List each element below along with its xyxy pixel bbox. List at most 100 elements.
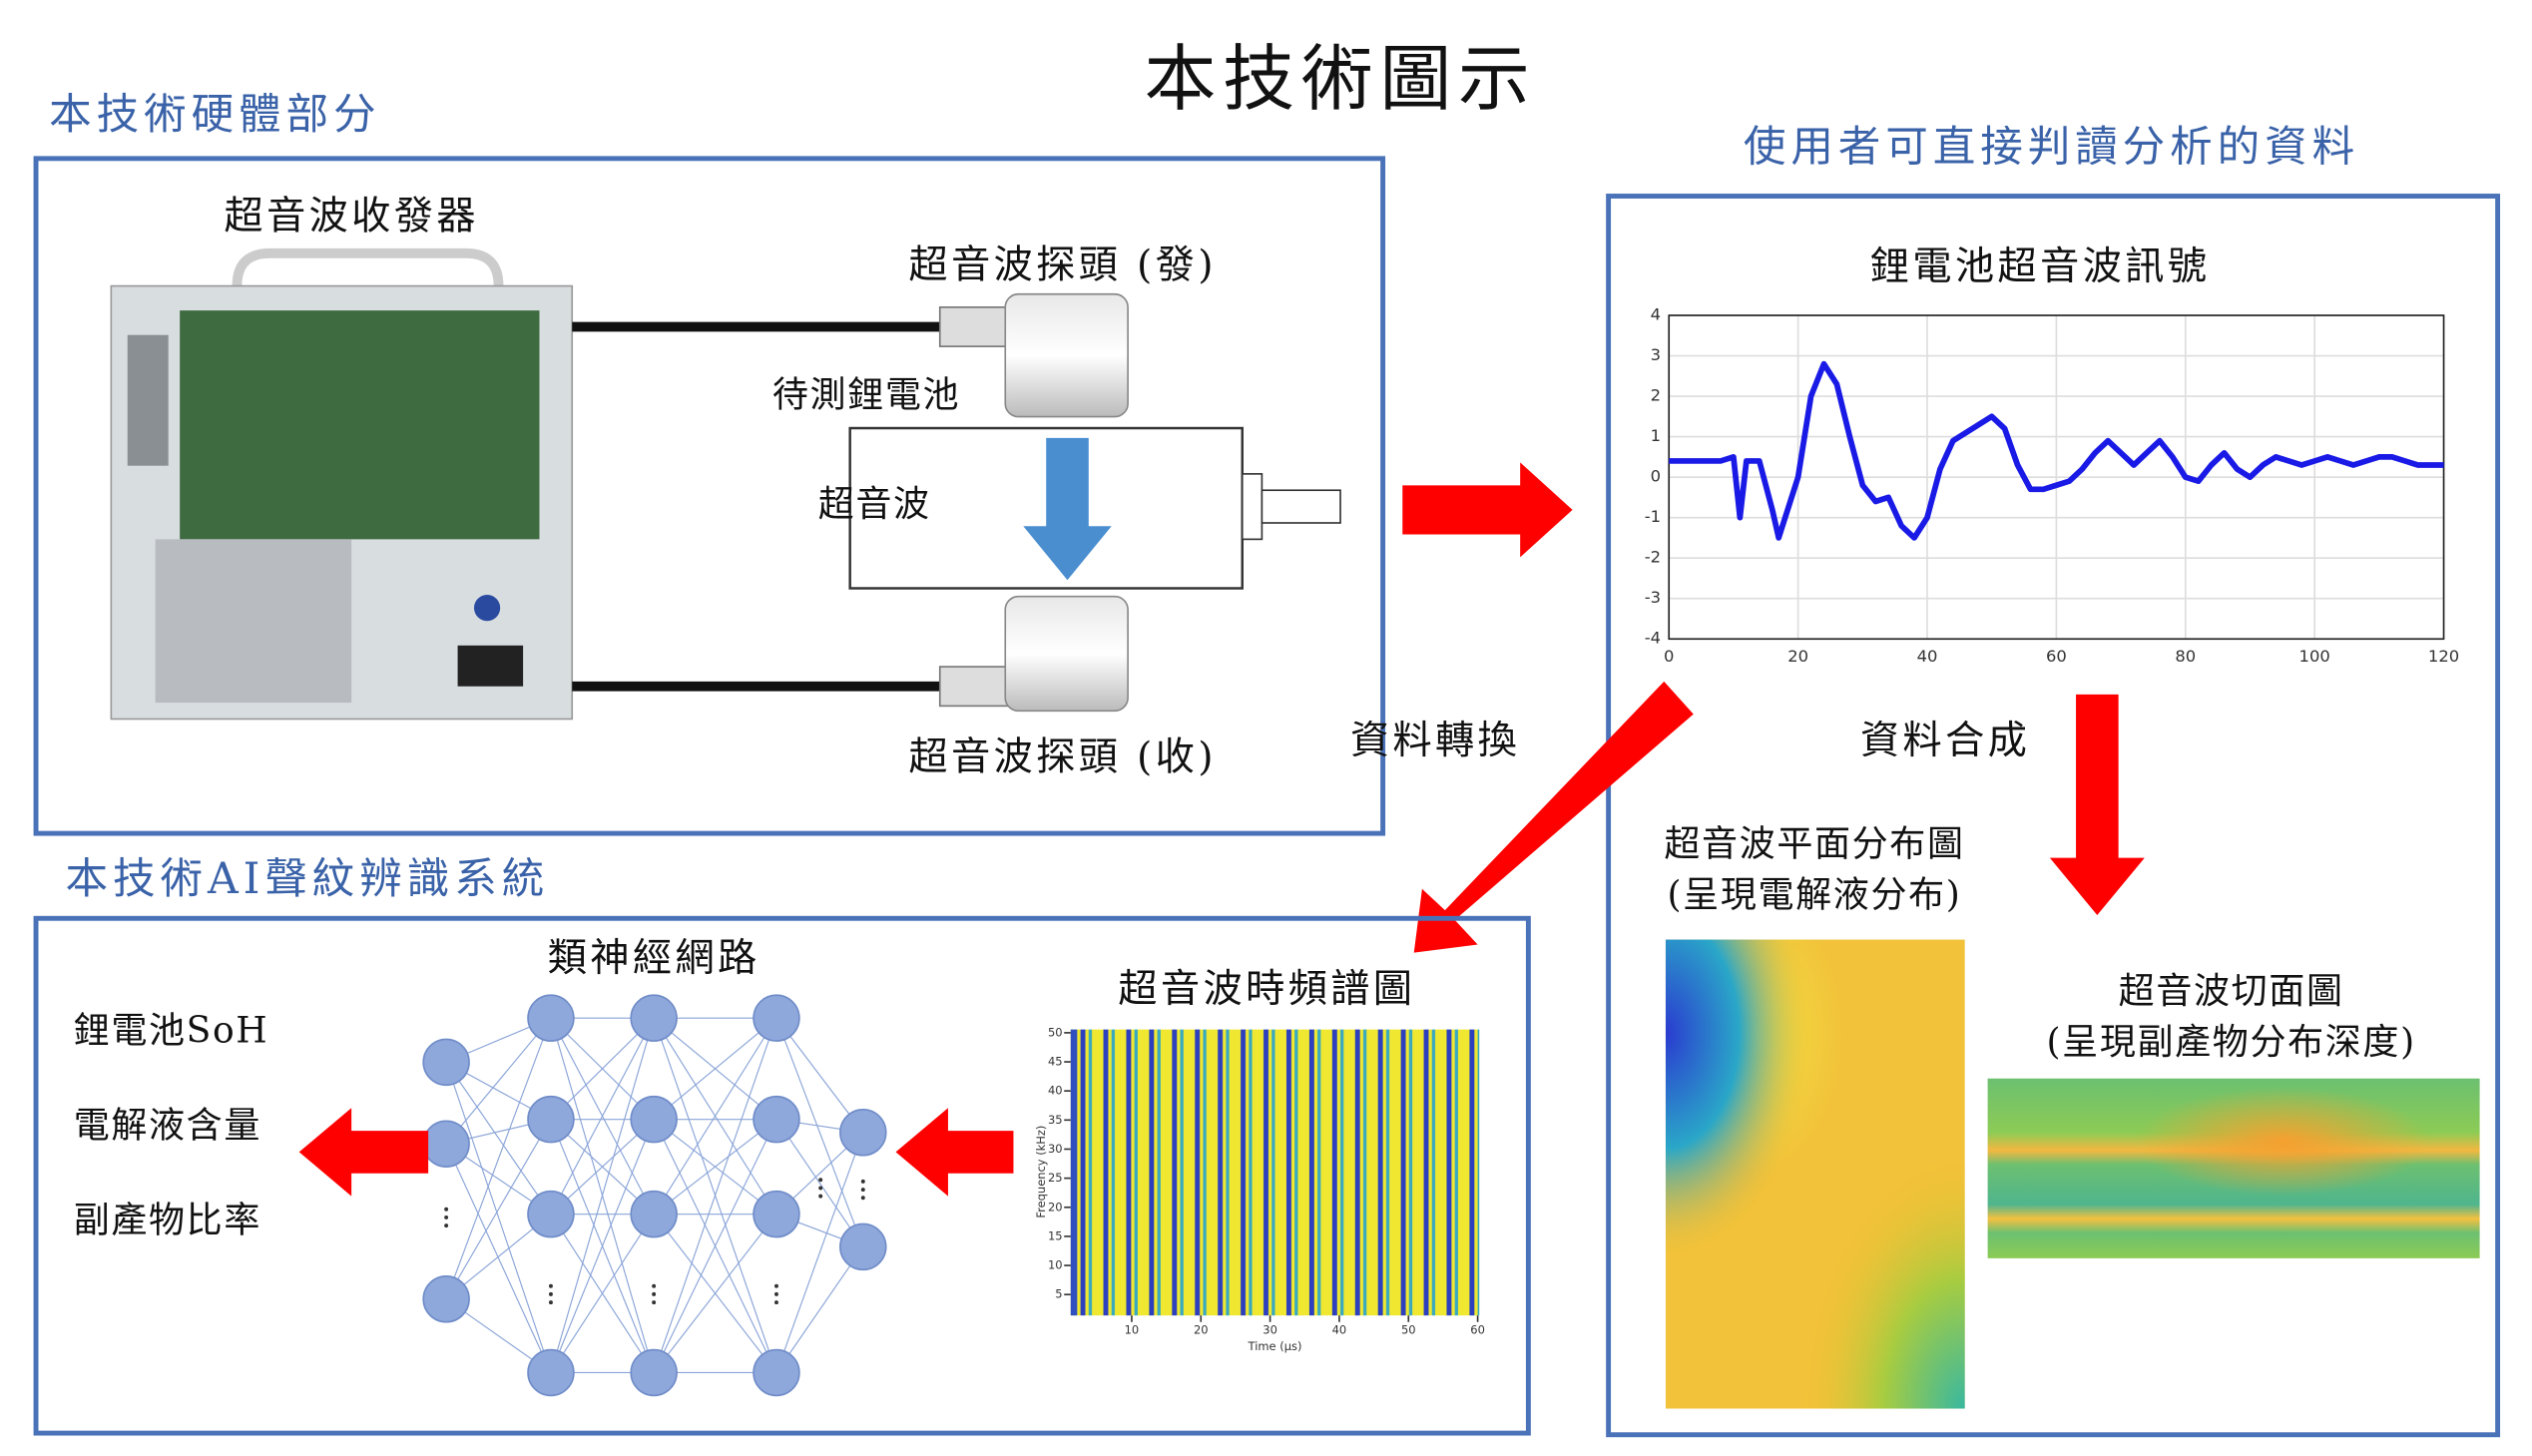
neuron — [422, 1275, 470, 1323]
y-tick-label: 15 — [1048, 1228, 1063, 1242]
battery-terminal — [1261, 489, 1341, 524]
connection — [653, 1017, 777, 1121]
plane-map — [1665, 939, 1965, 1409]
connection — [445, 1062, 552, 1373]
y-tick-label: 10 — [1048, 1258, 1063, 1272]
x-tick-label: 100 — [2299, 647, 2330, 666]
x-tick-label: 80 — [2175, 647, 2196, 666]
y-tick-label: 30 — [1048, 1142, 1063, 1156]
ellipsis-dot — [818, 1186, 823, 1191]
connection — [445, 1017, 552, 1300]
label: 超音波平面分布圖 — [1664, 824, 1964, 865]
section-heading: 本技術AI聲紋辨識系統 — [66, 854, 550, 904]
connection — [550, 1213, 655, 1373]
y-tick-label: -4 — [1645, 629, 1661, 648]
section-heading: 本技術硬體部分 — [49, 90, 380, 140]
y-tick-label: -2 — [1645, 548, 1661, 567]
label: 超音波 — [818, 484, 931, 525]
neuron — [527, 1348, 575, 1397]
section-map — [1987, 1078, 2480, 1258]
connection — [550, 1017, 655, 1214]
connection — [653, 1017, 777, 1373]
arrow — [2049, 694, 2145, 915]
neuron — [753, 1348, 800, 1397]
neuron — [753, 1190, 800, 1238]
x-tick-label: 60 — [2046, 647, 2067, 666]
ellipsis-dot — [774, 1291, 778, 1296]
x-tick-label: 10 — [1125, 1322, 1140, 1336]
ellipsis-dot — [652, 1291, 657, 1296]
chart-title: 超音波時頻譜圖 — [1118, 967, 1415, 1012]
y-axis-label: Frequency (kHz) — [1034, 1126, 1048, 1218]
output-label: 電解液含量 — [74, 1105, 261, 1146]
connection — [445, 1017, 552, 1145]
label: 超音波收發器 — [224, 194, 478, 239]
ellipsis-dot — [652, 1300, 657, 1305]
probe-bottom — [938, 595, 1129, 713]
neuron — [422, 1038, 470, 1087]
y-tick-label: 3 — [1651, 345, 1661, 364]
ellipsis-dot — [818, 1194, 823, 1199]
arrow — [895, 1108, 1014, 1197]
ellipsis-dot — [818, 1178, 823, 1183]
connection — [550, 1017, 655, 1373]
chart-title: 鋰電池超音波訊號 — [1870, 244, 2211, 289]
label: 超音波探頭 (發) — [908, 243, 1216, 288]
x-tick-label: 50 — [1401, 1322, 1416, 1336]
x-axis-label: Time (μs) — [1248, 1339, 1302, 1353]
neuron — [839, 1109, 887, 1157]
y-tick-label: -1 — [1645, 507, 1661, 526]
x-tick-label: 30 — [1263, 1322, 1277, 1336]
x-tick-label: 20 — [1194, 1322, 1209, 1336]
y-tick-label: -3 — [1645, 588, 1661, 607]
connection — [550, 1017, 655, 1121]
neuron — [630, 1348, 678, 1397]
signal-line — [1669, 360, 2444, 541]
output-box — [1606, 194, 2501, 1438]
y-tick-label: 25 — [1048, 1171, 1063, 1185]
neuron — [630, 1095, 678, 1144]
spectrogram — [1070, 1029, 1480, 1316]
y-tick-label: 50 — [1048, 1025, 1063, 1039]
label: 資料合成 — [1860, 719, 2030, 763]
neuron — [527, 994, 575, 1042]
y-tick-label: 1 — [1651, 426, 1661, 445]
label: 超音波探頭 (收) — [908, 734, 1216, 779]
neuron — [753, 994, 800, 1042]
wave-arrow — [1023, 437, 1112, 581]
x-tick-label: 60 — [1470, 1322, 1485, 1336]
neuron — [839, 1222, 887, 1271]
connection — [653, 1119, 777, 1215]
connection — [653, 1017, 777, 1214]
probe-top — [938, 292, 1129, 418]
connection — [775, 1246, 864, 1373]
spectrogram-edge — [1070, 1029, 1078, 1316]
label: 類神經網路 — [548, 936, 760, 981]
neuron — [422, 1120, 470, 1168]
x-tick-label: 40 — [1332, 1322, 1347, 1336]
x-tick-label: 20 — [1787, 647, 1808, 666]
neuron — [527, 1095, 575, 1144]
connection — [445, 1119, 552, 1300]
connection — [775, 1017, 864, 1247]
page-title: 本技術圖示 — [1145, 37, 1537, 121]
arrow — [298, 1108, 429, 1197]
neuron — [753, 1095, 800, 1144]
x-tick-label: 120 — [2428, 647, 2459, 666]
connection — [445, 1062, 552, 1214]
y-tick-label: 40 — [1048, 1084, 1063, 1098]
ellipsis-dot — [548, 1283, 553, 1288]
y-tick-label: 4 — [1651, 305, 1661, 324]
ellipsis-dot — [774, 1283, 778, 1288]
arrow — [1413, 681, 1694, 953]
label: 待測鋰電池 — [772, 374, 960, 415]
ellipsis-dot — [774, 1300, 778, 1305]
ellipsis-dot — [444, 1223, 449, 1228]
ellipsis-dot — [860, 1188, 865, 1193]
ellipsis-dot — [444, 1207, 449, 1212]
y-tick-label: 35 — [1048, 1113, 1063, 1127]
ellipsis-dot — [860, 1196, 865, 1201]
y-tick-label: 2 — [1651, 386, 1661, 405]
neuron — [527, 1190, 575, 1238]
